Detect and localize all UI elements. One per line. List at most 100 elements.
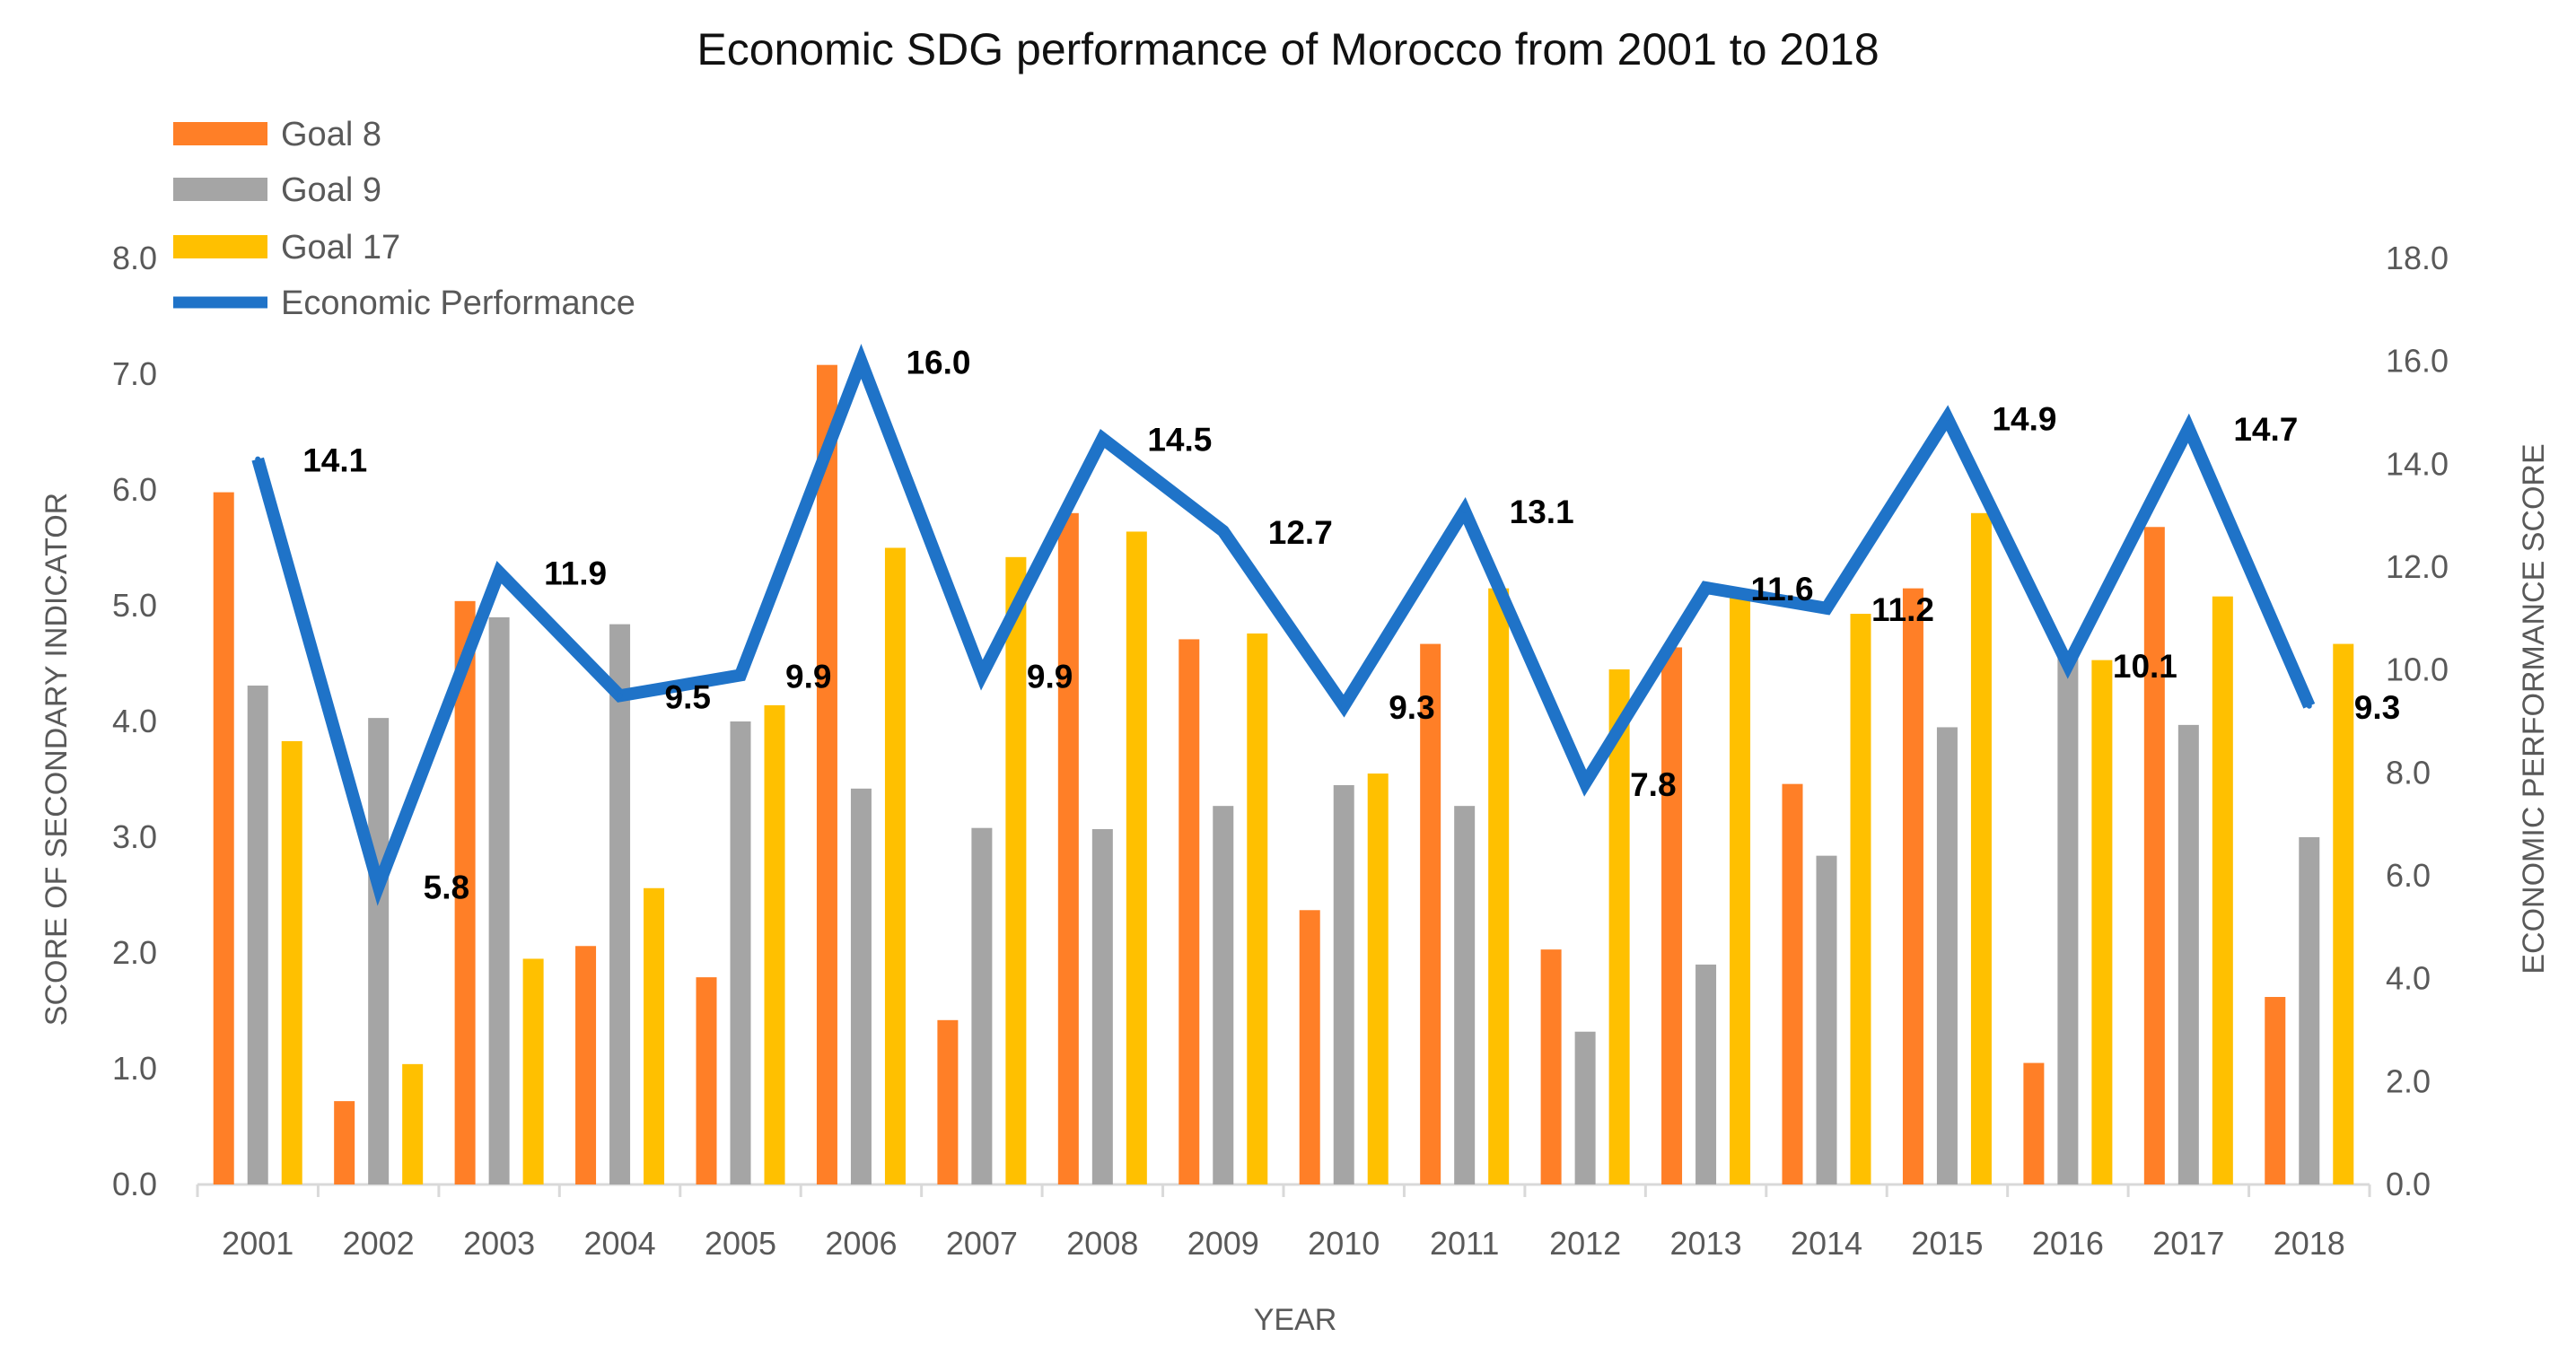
bar-goal-9	[1695, 964, 1717, 1184]
x-tick-label: 2003	[463, 1225, 535, 1262]
economic-performance-label: 12.7	[1268, 514, 1333, 551]
x-tick-label: 2018	[2274, 1225, 2345, 1262]
bar-goal-9	[609, 624, 631, 1184]
x-tick-label: 2002	[343, 1225, 415, 1262]
bar-goal-17	[1488, 588, 1510, 1184]
economic-performance-point	[2186, 425, 2192, 432]
bar-goal-9	[1454, 806, 1476, 1184]
y2-tick-label: 4.0	[2386, 960, 2431, 997]
economic-performance-point	[2064, 661, 2071, 668]
bar-goal-17	[1126, 531, 1147, 1184]
line-layer	[251, 344, 2316, 906]
economic-performance-label: 10.1	[2113, 648, 2177, 685]
economic-performance-point	[375, 883, 381, 889]
bar-goal-8	[1057, 512, 1079, 1184]
economic-performance-point	[858, 358, 864, 364]
bar-goal-17	[764, 704, 785, 1184]
economic-performance-label: 5.8	[424, 869, 469, 905]
legend: Goal 8 Goal 9 Goal 17 Economic Performan…	[173, 116, 635, 322]
bar-goal-8	[213, 492, 234, 1184]
bar-goal-9	[488, 616, 510, 1184]
bar-goal-9	[1091, 828, 1113, 1184]
legend-label-goal-17: Goal 17	[281, 229, 400, 267]
y2-tick-label: 10.0	[2386, 651, 2449, 688]
bar-goal-9	[730, 721, 751, 1184]
bar-goal-8	[2265, 997, 2286, 1184]
y-tick-label: 8.0	[112, 240, 157, 276]
bar-goal-8	[937, 1019, 959, 1184]
economic-performance-point	[1461, 507, 1468, 513]
bar-goal-17	[1367, 774, 1389, 1184]
y-tick-label: 1.0	[112, 1050, 157, 1087]
x-tick-label: 2005	[705, 1225, 776, 1262]
bar-goal-17	[644, 887, 665, 1184]
x-tick-label: 2013	[1670, 1225, 1742, 1262]
bar-goal-17	[1850, 614, 1871, 1184]
bar-goal-17	[1608, 669, 1630, 1184]
economic-performance-line	[251, 344, 2316, 906]
y2-tick-label: 18.0	[2386, 240, 2449, 276]
y-axis-title: SCORE OF SECONDARY INDICATOR	[39, 493, 74, 1026]
y-tick-label: 6.0	[112, 471, 157, 508]
x-tick-label: 2016	[2032, 1225, 2104, 1262]
legend-label-goal-8: Goal 8	[281, 116, 381, 153]
economic-performance-point	[617, 693, 623, 699]
legend-swatch-goal-8	[173, 122, 267, 145]
bar-goal-9	[2299, 837, 2320, 1184]
economic-performance-label: 14.9	[1992, 401, 2056, 438]
economic-performance-point	[1703, 584, 1709, 590]
bar-goal-8	[1178, 639, 1200, 1184]
economic-performance-label: 9.3	[1389, 689, 1434, 726]
bar-goal-17	[1005, 556, 1027, 1184]
bar-goal-9	[1213, 806, 1234, 1184]
bar-goal-9	[247, 686, 268, 1184]
y2-tick-label: 14.0	[2386, 445, 2449, 482]
bar-goal-17	[281, 740, 302, 1184]
economic-performance-point	[496, 569, 503, 575]
y2-tick-label: 0.0	[2386, 1166, 2431, 1202]
x-tick-label: 2010	[1308, 1225, 1380, 1262]
bar-goal-9	[2057, 651, 2079, 1184]
bar-goal-17	[402, 1063, 424, 1184]
y-tick-label: 5.0	[112, 587, 157, 624]
x-tick-label: 2009	[1187, 1225, 1259, 1262]
bar-goal-8	[816, 364, 837, 1184]
bar-goal-8	[334, 1101, 355, 1184]
x-tick-label: 2007	[946, 1225, 1018, 1262]
legend-label-goal-9: Goal 9	[281, 171, 381, 209]
economic-performance-point	[1944, 415, 1950, 421]
bar-goal-8	[1661, 647, 1683, 1184]
legend-label-economic-performance: Economic Performance	[281, 284, 635, 322]
economic-performance-label: 14.7	[2233, 411, 2298, 448]
bar-goal-17	[2212, 596, 2233, 1184]
y2-tick-label: 2.0	[2386, 1062, 2431, 1099]
y-tick-label: 2.0	[112, 934, 157, 971]
economic-performance-point	[1824, 605, 1829, 611]
y2-tick-label: 12.0	[2386, 548, 2449, 585]
bar-goal-8	[1902, 588, 1923, 1184]
economic-performance-point	[255, 456, 261, 462]
bar-goal-9	[2177, 724, 2199, 1184]
legend-swatch-goal-9	[173, 178, 267, 201]
y-tick-label: 4.0	[112, 703, 157, 739]
bar-goal-8	[1782, 783, 1803, 1184]
x-axis-title: YEAR	[1254, 1303, 1337, 1337]
bars-layer	[213, 364, 2354, 1184]
economic-performance-point	[738, 672, 743, 678]
x-tick-label: 2014	[1791, 1225, 1862, 1262]
bar-goal-8	[1299, 910, 1320, 1184]
bar-goal-17	[2333, 643, 2354, 1184]
economic-performance-label: 14.1	[302, 442, 367, 479]
x-tick-label: 2012	[1549, 1225, 1621, 1262]
legend-swatch-goal-17	[173, 235, 267, 258]
bar-goal-9	[850, 788, 872, 1184]
economic-performance-label: 16.0	[906, 345, 970, 381]
y-tick-label: 7.0	[112, 355, 157, 392]
bar-goal-9	[1816, 855, 1837, 1184]
economic-performance-point	[1582, 780, 1589, 786]
economic-performance-label: 9.9	[1027, 658, 1073, 695]
economic-performance-label: 11.9	[544, 555, 607, 592]
bar-goal-17	[884, 547, 906, 1184]
bar-goal-17	[1730, 594, 1751, 1184]
